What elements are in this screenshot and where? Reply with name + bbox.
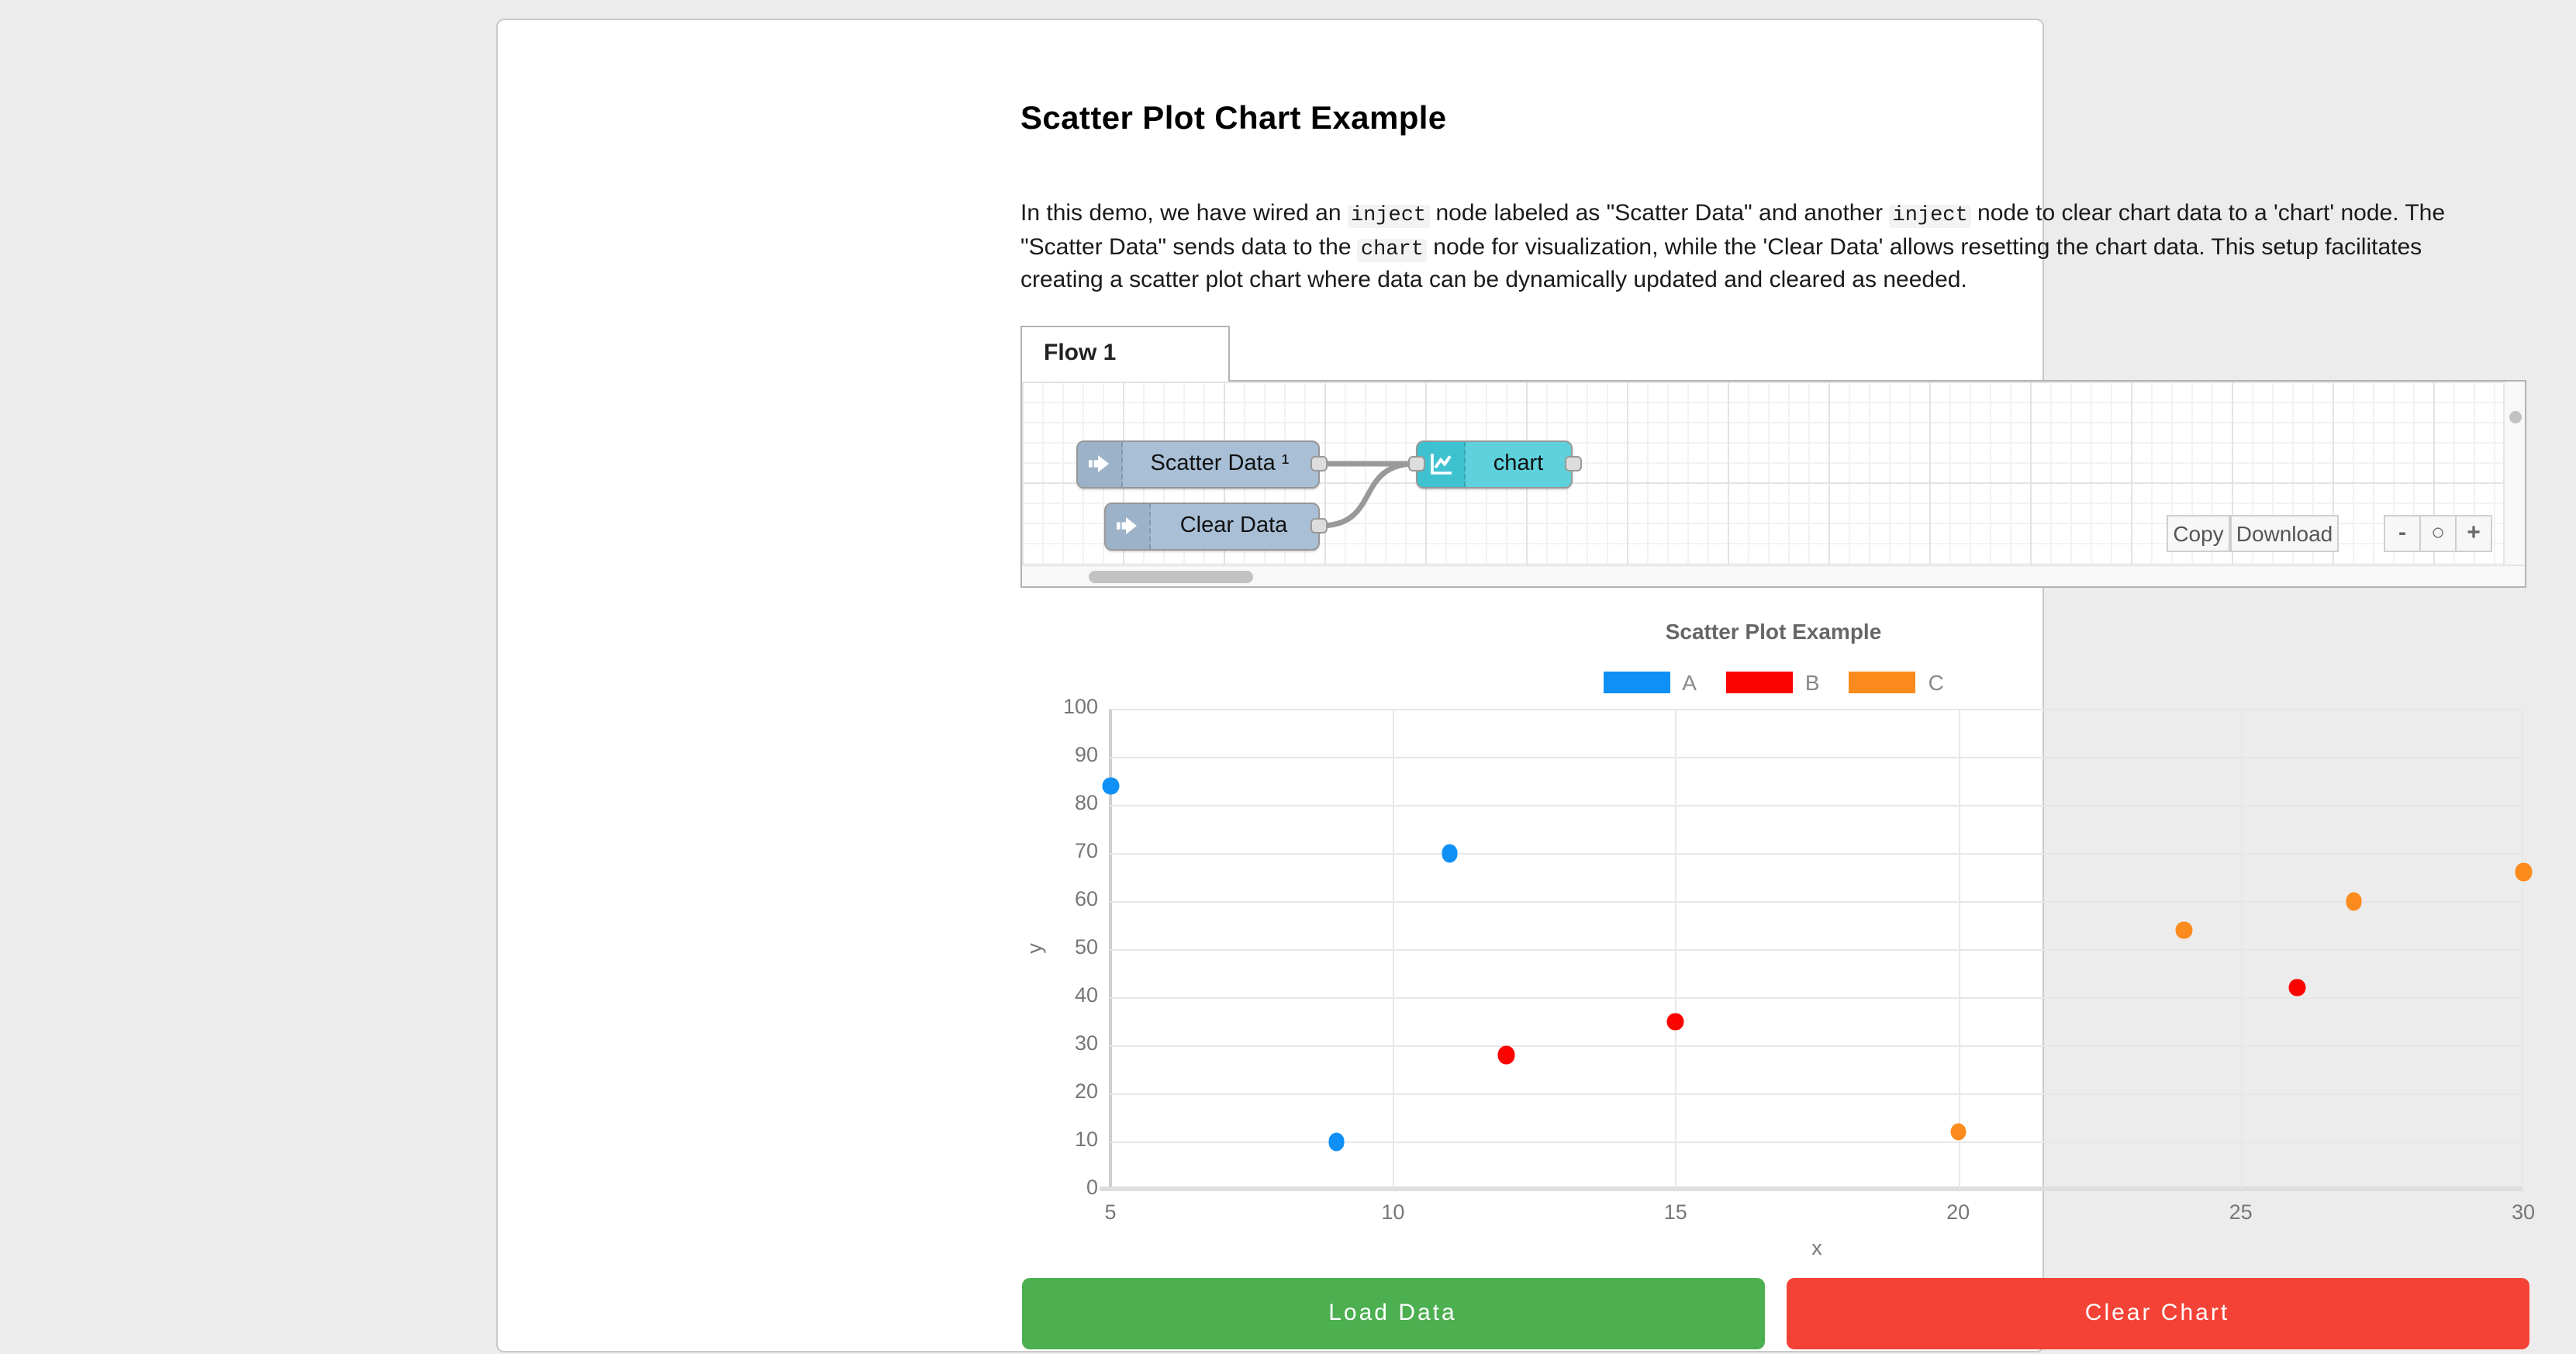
gridline-horizontal (1110, 709, 2523, 710)
gridline-vertical (2522, 709, 2523, 1190)
legend-swatch (1603, 672, 1670, 693)
inline-code: inject (1347, 205, 1430, 228)
x-tick-label: 10 (1381, 1200, 1405, 1224)
flow-tab-label: Flow 1 (1044, 340, 1117, 366)
description-text: In this demo, we have wired an (1020, 200, 1348, 226)
vertical-scrollbar-track[interactable] (2503, 382, 2525, 568)
chart-legend: A B C (1020, 670, 2526, 695)
port-scatter-data-output[interactable] (1310, 456, 1328, 471)
line-chart-icon (1417, 441, 1466, 486)
legend-item-B[interactable]: B (1725, 670, 1820, 695)
description-text: node to clear chart data to a 'chart' no… (1020, 200, 2446, 260)
data-point-B (1497, 1045, 1514, 1064)
description-paragraph: In this demo, we have wired an inject no… (1020, 199, 2506, 295)
y-tick-label: 100 (1062, 695, 1098, 718)
gridline-horizontal (1110, 805, 2523, 807)
y-tick-label: 50 (1074, 935, 1098, 959)
port-chart-output[interactable] (1564, 456, 1581, 471)
legend-label: B (1804, 670, 1820, 695)
vertical-scrollbar-thumb[interactable] (2509, 411, 2522, 423)
node-label: chart (1493, 451, 1544, 476)
x-tick-label: 5 (1104, 1200, 1117, 1224)
y-tick-label: 20 (1074, 1079, 1098, 1103)
y-tick-label: 60 (1074, 887, 1098, 910)
description-text: node for visualization, while the 'Clear… (1020, 233, 2422, 293)
legend-swatch (1849, 672, 1916, 693)
gridline-vertical (1675, 709, 1677, 1190)
horizontal-scrollbar-track[interactable] (1022, 565, 2525, 586)
flow-canvas[interactable]: Scatter Data ¹ Clear Data chart C (1020, 380, 2526, 588)
node-clear-data[interactable]: Clear Data (1103, 502, 1319, 550)
gridline-horizontal (1110, 1142, 2523, 1143)
node-chart[interactable]: chart (1416, 440, 1573, 488)
x-tick-label: 15 (1663, 1200, 1687, 1224)
gridline-vertical (2240, 709, 2243, 1190)
node-scatter-data[interactable]: Scatter Data ¹ (1076, 440, 1319, 488)
node-label: Scatter Data ¹ (1150, 451, 1290, 476)
data-point-A (1328, 1132, 1345, 1151)
legend-item-C[interactable]: C (1849, 670, 1944, 695)
port-chart-input[interactable] (1407, 456, 1424, 471)
y-tick-label: 40 (1074, 983, 1098, 1007)
load-data-button[interactable]: Load Data (1021, 1278, 1764, 1349)
node-label: Clear Data (1179, 513, 1288, 538)
legend-label: C (1928, 670, 1944, 695)
download-button[interactable]: Download (2230, 515, 2339, 552)
x-tick-label: 25 (2229, 1200, 2253, 1224)
chart-title: Scatter Plot Example (1665, 619, 1882, 644)
data-point-C (2345, 892, 2362, 910)
wire-clear-to-chart (1317, 461, 1419, 529)
zoom-in-button[interactable]: + (2455, 515, 2492, 552)
gridline-vertical (1958, 709, 1960, 1190)
gridline-vertical (1393, 709, 1395, 1190)
data-point-A (1102, 776, 1119, 795)
inline-code: chart (1357, 238, 1427, 261)
inject-icon (1105, 503, 1150, 548)
content-card: Scatter Plot Chart Example In this demo,… (496, 19, 2535, 1352)
data-point-C (2515, 863, 2532, 882)
y-tick-label: 30 (1074, 1031, 1098, 1055)
data-point-B (2288, 979, 2305, 997)
x-axis-line (1100, 1186, 2523, 1191)
data-point-B (1667, 1012, 1684, 1031)
data-point-C (1949, 1123, 1967, 1142)
y-tick-label: 90 (1074, 743, 1098, 766)
y-tick-label: 0 (1086, 1176, 1098, 1199)
x-tick-label: 20 (1946, 1200, 1970, 1224)
gridline-horizontal (1110, 949, 2523, 951)
gridline-horizontal (1110, 853, 2523, 855)
data-point-A (1441, 844, 1458, 862)
y-tick-label: 10 (1074, 1128, 1098, 1151)
x-tick-label: 30 (2511, 1200, 2536, 1224)
gridline-horizontal (1110, 757, 2523, 758)
port-clear-data-output[interactable] (1310, 518, 1328, 534)
data-point-C (2176, 921, 2193, 939)
clear-chart-button[interactable]: Clear Chart (1786, 1278, 2529, 1349)
zoom-reset-button[interactable]: ○ (2419, 515, 2457, 552)
legend-label: A (1682, 670, 1697, 695)
legend-item-A[interactable]: A (1603, 670, 1697, 695)
legend-swatch (1725, 672, 1793, 693)
gridline-horizontal (1110, 1045, 2523, 1047)
gridline-horizontal (1110, 997, 2523, 999)
page-title: Scatter Plot Chart Example (1020, 101, 1447, 136)
gridline-horizontal (1110, 901, 2523, 903)
inline-code: inject (1889, 205, 1971, 228)
flow-wires (1317, 461, 1419, 529)
y-tick-label: 70 (1074, 839, 1098, 862)
horizontal-scrollbar-thumb[interactable] (1089, 571, 1253, 583)
y-tick-label: 80 (1074, 791, 1098, 814)
copy-button[interactable]: Copy (2167, 515, 2230, 552)
x-axis-title: x (1811, 1236, 1822, 1259)
description-text: node labeled as "Scatter Data" and anoth… (1429, 200, 1890, 226)
gridline-horizontal (1110, 1093, 2523, 1095)
chart-plot-area (1100, 709, 2532, 1191)
inject-icon (1077, 441, 1122, 486)
flow-tab[interactable]: Flow 1 (1020, 326, 1230, 382)
